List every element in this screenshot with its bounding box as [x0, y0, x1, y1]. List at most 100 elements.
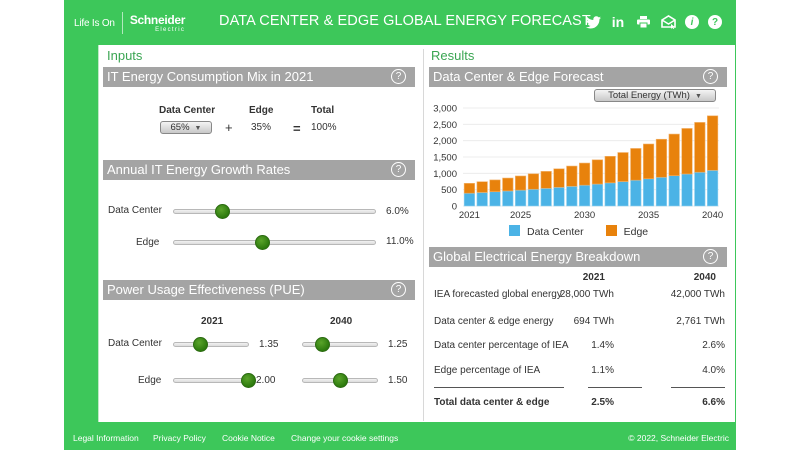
row-value-2040: 4.0%	[702, 365, 725, 376]
y-tick-label: 3,000	[433, 104, 457, 115]
pue-year-2021: 2021	[201, 316, 224, 327]
chevron-down-icon: ▼	[194, 125, 202, 132]
row-value-2040: 42,000 TWh	[670, 289, 725, 300]
mix-col-total: Total	[311, 105, 335, 116]
breakdown-col-2040: 2040	[693, 272, 716, 283]
bar-edge	[668, 133, 680, 176]
chevron-down-icon: ▼	[694, 93, 702, 100]
info-icon[interactable]: i	[685, 15, 699, 29]
page-title: DATA CENTER & EDGE GLOBAL ENERGY FORECAS…	[219, 13, 591, 29]
legal-information-link[interactable]: Legal Information	[73, 433, 139, 443]
brand-logo[interactable]: Life Is On Schneider Electric	[74, 12, 185, 34]
data-center-pue-2021-slider[interactable]	[173, 337, 249, 352]
data-center-growth-slider[interactable]	[173, 204, 376, 219]
pue-label-edge: Edge	[138, 375, 162, 386]
bar-edge	[476, 181, 488, 193]
bar-data-center	[694, 171, 706, 207]
row-label: IEA forecasted global energy	[434, 289, 562, 300]
edge-pue-2040-slider[interactable]	[302, 373, 378, 388]
bar-data-center	[489, 191, 501, 207]
row-label: Total data center & edge	[434, 397, 550, 408]
bar-data-center	[502, 190, 514, 207]
bar-edge	[540, 171, 552, 189]
bar-data-center	[707, 170, 719, 207]
bar-data-center	[476, 192, 488, 207]
email-icon[interactable]	[660, 14, 676, 30]
y-tick-label: 2,000	[433, 136, 457, 147]
row-value-2040: 2.6%	[702, 340, 725, 351]
pue-help-icon[interactable]: ?	[391, 282, 406, 297]
edge-growth-slider[interactable]	[173, 235, 376, 250]
legend-swatch-edge	[605, 225, 617, 236]
metric-select[interactable]: Total Energy (TWh) ▼	[594, 89, 716, 102]
header-actions: in i ?	[585, 14, 722, 30]
row-value-2040: 2,761 TWh	[676, 316, 725, 327]
pue-dc-2040-value: 1.25	[388, 339, 408, 350]
x-tick-label: 2035	[638, 210, 659, 220]
slider-thumb[interactable]	[241, 373, 256, 388]
growth-value-data-center: 6.0%	[386, 206, 409, 217]
growth-help-icon[interactable]: ?	[391, 162, 406, 177]
legend-item-edge[interactable]: Edge	[605, 225, 648, 238]
bar-edge	[527, 173, 539, 190]
breakdown-col-2021: 2021	[582, 272, 605, 283]
total-mix-value: 100%	[311, 122, 337, 133]
forecast-chart: 0 500 1,000 1,500 2,000 2,500 3,000 2021 2025 203…	[423, 100, 733, 245]
row-value-2021: 2.5%	[591, 397, 614, 408]
cookie-notice-link[interactable]: Cookie Notice	[222, 433, 275, 443]
y-tick-label: 500	[441, 185, 457, 196]
bar-edge	[566, 165, 578, 187]
linkedin-icon[interactable]: in	[611, 14, 625, 30]
help-icon[interactable]: ?	[708, 15, 722, 29]
growth-value-edge: 11.0%	[386, 236, 414, 247]
slider-thumb[interactable]	[215, 204, 231, 219]
slider-thumb[interactable]	[255, 235, 271, 250]
y-tick-label: 1,000	[433, 169, 457, 180]
brand-tagline: Life Is On	[74, 17, 115, 29]
growth-section-header: Annual IT Energy Growth Rates ?	[103, 160, 415, 180]
privacy-policy-link[interactable]: Privacy Policy	[153, 433, 206, 443]
metric-select-value: Total Energy (TWh)	[608, 90, 690, 101]
column-divider	[423, 49, 424, 421]
table-row: Edge percentage of IEA 1.1% 4.0%	[434, 365, 726, 379]
growth-heading: Annual IT Energy Growth Rates	[107, 162, 291, 177]
legend-item-data-center[interactable]: Data Center	[509, 225, 584, 238]
mix-help-icon[interactable]: ?	[391, 69, 406, 84]
bar-data-center	[668, 175, 680, 207]
bar-edge	[515, 175, 527, 191]
bar-data-center	[591, 183, 603, 207]
forecast-heading: Data Center & Edge Forecast	[433, 69, 604, 84]
table-row: IEA forecasted global energy 28,000 TWh …	[434, 289, 726, 303]
bar-edge	[591, 159, 603, 185]
cookie-settings-link[interactable]: Change your cookie settings	[291, 433, 399, 443]
x-tick-label: 2030	[574, 210, 595, 220]
slider-thumb[interactable]	[192, 337, 208, 352]
row-value-2021: 1.4%	[591, 340, 614, 351]
edge-pue-2021-slider[interactable]	[173, 373, 256, 388]
slider-thumb[interactable]	[314, 337, 330, 352]
twitter-icon[interactable]	[585, 14, 601, 30]
bar-data-center	[527, 188, 539, 207]
slider-thumb[interactable]	[333, 373, 348, 388]
schneider-logo: Schneider Electric	[130, 14, 186, 33]
breakdown-help-icon[interactable]: ?	[703, 249, 718, 264]
growth-label-edge: Edge	[136, 237, 160, 248]
row-value-2021: 28,000 TWh	[559, 289, 614, 300]
table-row: Data center & edge energy 694 TWh 2,761 …	[434, 316, 726, 330]
pue-section-header: Power Usage Effectiveness (PUE) ?	[103, 280, 415, 300]
table-row: Data center percentage of IEA 1.4% 2.6%	[434, 340, 726, 354]
pue-edge-2021-value: 2.00	[256, 375, 276, 386]
footer: Legal Information Privacy Policy Cookie …	[64, 425, 736, 450]
bar-edge	[681, 128, 693, 175]
print-icon[interactable]	[635, 14, 651, 30]
chart-legend: Data Center Edge	[509, 225, 648, 238]
row-value-2021: 1.1%	[591, 365, 614, 376]
bar-edge	[630, 148, 642, 181]
bar-data-center	[643, 178, 655, 207]
mix-heading: IT Energy Consumption Mix in 2021	[107, 69, 314, 84]
data-center-pue-2040-slider[interactable]	[302, 337, 378, 352]
data-center-mix-select[interactable]: 65% ▼	[160, 121, 212, 134]
bar-edge	[604, 156, 616, 184]
mix-col-edge: Edge	[249, 105, 274, 116]
forecast-help-icon[interactable]: ?	[703, 69, 718, 84]
